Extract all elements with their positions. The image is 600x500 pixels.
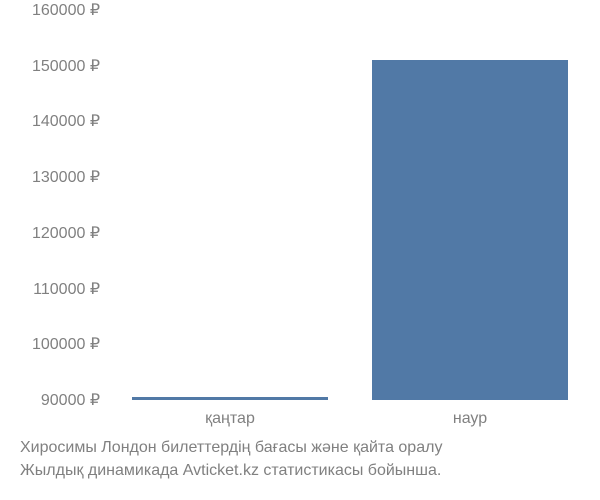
y-axis-tick-label: 110000 ₽ [10,279,100,299]
y-axis-tick-label: 120000 ₽ [10,223,100,243]
y-axis-tick-label: 90000 ₽ [10,390,100,410]
x-axis-tick-label: наур [453,410,487,428]
y-axis-tick-label: 160000 ₽ [10,0,100,20]
x-axis-tick-label: қаңтар [205,410,255,428]
caption-line-1: Хиросимы Лондон билеттердің бағасы және … [20,437,600,459]
bar [132,397,329,400]
y-axis-tick-label: 150000 ₽ [10,56,100,76]
caption-line-2: Жылдық динамикада Avticket.kz статистика… [20,460,600,482]
chart-caption: Хиросимы Лондон билеттердің бағасы және … [20,437,600,482]
bar [372,60,569,400]
y-axis-tick-label: 130000 ₽ [10,167,100,187]
bar-chart: 90000 ₽100000 ₽110000 ₽120000 ₽130000 ₽1… [110,10,590,400]
y-axis-tick-label: 100000 ₽ [10,334,100,354]
y-axis-tick-label: 140000 ₽ [10,111,100,131]
